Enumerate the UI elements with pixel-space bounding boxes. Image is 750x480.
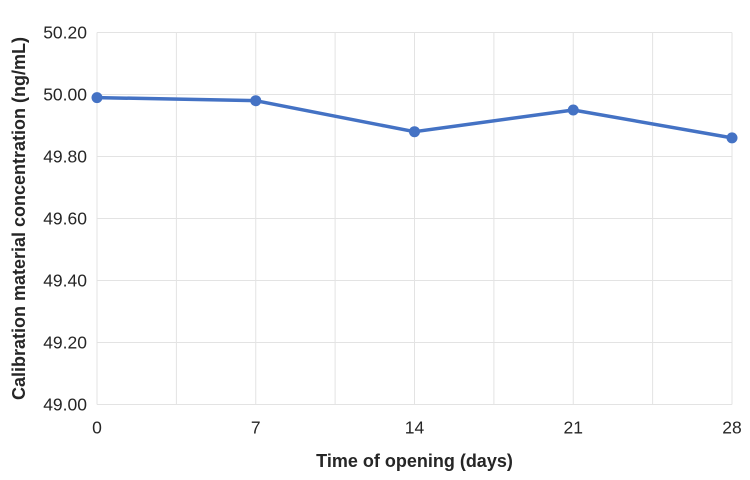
data-series xyxy=(91,92,738,144)
x-tick-label: 0 xyxy=(92,418,102,438)
x-tick-label: 14 xyxy=(405,418,425,438)
y-tick-label: 49.80 xyxy=(43,147,87,167)
gridlines xyxy=(96,32,733,405)
data-point xyxy=(91,92,103,104)
x-tick-label: 28 xyxy=(722,418,741,438)
y-tick-label: 50.20 xyxy=(43,23,87,43)
x-tick-label: 21 xyxy=(564,418,583,438)
y-tick-label: 50.00 xyxy=(43,85,87,105)
data-point xyxy=(567,104,579,116)
x-axis-title: Time of opening (days) xyxy=(316,451,513,471)
axis-tick-labels: 50.20 50.00 49.80 49.60 49.40 49.20 49.000 7 14 2… xyxy=(43,23,742,438)
y-axis-title: Calibration material concentration (ng/m… xyxy=(9,37,29,400)
data-point xyxy=(409,126,420,138)
y-tick-label: 49.40 xyxy=(43,271,87,291)
data-point xyxy=(726,132,738,144)
y-tick-label: 49.20 xyxy=(43,333,87,353)
y-tick-label: 49.00 xyxy=(43,395,87,415)
y-tick-label: 49.60 xyxy=(43,209,87,229)
data-point xyxy=(250,95,262,107)
x-tick-label: 7 xyxy=(251,418,261,438)
